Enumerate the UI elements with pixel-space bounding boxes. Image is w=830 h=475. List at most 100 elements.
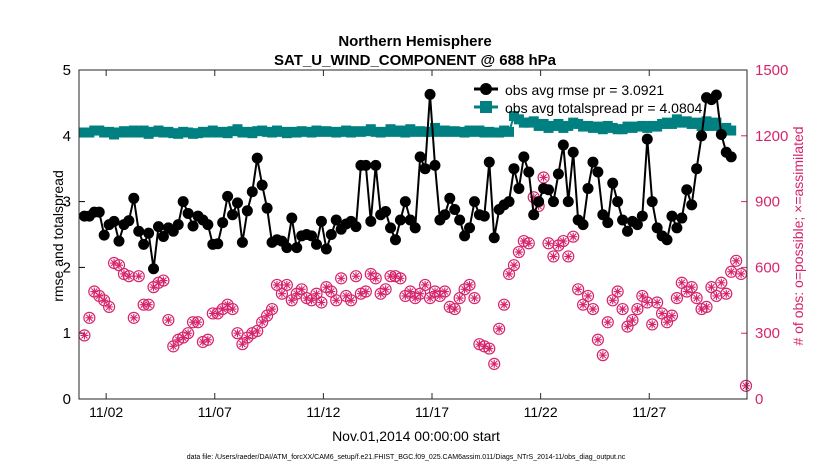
obs-possible-point xyxy=(685,281,698,294)
obs-assimilated-marker xyxy=(100,296,109,305)
obs-assimilated-marker xyxy=(435,291,444,300)
obs-assimilated-marker xyxy=(569,232,578,241)
obs-possible-marker xyxy=(542,237,555,250)
legend-rmse-label: obs avg rmse pr = 3.0921 xyxy=(505,82,664,98)
obs-assimilated-marker xyxy=(292,289,301,298)
obs-possible-point xyxy=(83,311,96,324)
obs-assimilated-marker xyxy=(381,285,390,294)
rmse-point xyxy=(622,225,634,237)
obs-possible-marker xyxy=(497,298,511,311)
obs-assimilated-marker xyxy=(682,287,691,296)
obs-possible-point xyxy=(265,302,279,316)
obs-assimilated-marker xyxy=(233,329,242,338)
obs-assimilated-marker xyxy=(317,298,326,307)
obs-possible-point xyxy=(739,379,753,392)
rmse-point xyxy=(676,212,688,224)
obs-assimilated-marker xyxy=(638,291,647,300)
obs-possible-marker xyxy=(369,272,382,285)
y-tick-label: 5 xyxy=(63,62,71,79)
obs-assimilated-marker xyxy=(307,296,316,305)
rmse-point xyxy=(128,192,140,204)
rmse-point xyxy=(143,227,155,239)
rmse-point xyxy=(503,196,515,208)
obs-assimilated-marker xyxy=(282,280,291,289)
obs-assimilated-marker xyxy=(164,316,173,325)
chart-subtitle: SAT_U_WIND_COMPONENT @ 688 hPa xyxy=(274,52,557,69)
obs-assimilated-marker xyxy=(347,296,356,305)
obs-possible-marker xyxy=(601,316,614,329)
obs-assimilated-marker xyxy=(179,333,188,342)
obs-possible-point xyxy=(665,309,679,322)
obs-possible-point xyxy=(418,278,432,292)
obs-assimilated-marker xyxy=(712,291,721,300)
obs-assimilated-marker xyxy=(677,278,686,287)
obs-possible-point xyxy=(730,254,743,267)
obs-assimilated-marker xyxy=(134,272,143,281)
obs-possible-marker xyxy=(122,270,135,283)
rmse-point xyxy=(389,234,401,246)
obs-assimilated-marker xyxy=(544,239,553,248)
obs-possible-point xyxy=(626,313,639,327)
rmse-point xyxy=(315,215,327,227)
rmse-point xyxy=(330,214,342,226)
obs-possible-point xyxy=(616,302,629,316)
obs-possible-marker xyxy=(611,285,624,298)
rmse-point xyxy=(602,217,614,229)
y-tick-label: 1 xyxy=(63,325,71,342)
obs-assimilated-marker xyxy=(430,287,439,296)
rmse-point xyxy=(394,214,406,226)
obs-possible-point xyxy=(349,270,363,283)
rmse-point xyxy=(202,219,214,231)
obs-possible-point xyxy=(122,270,135,283)
obs-possible-marker xyxy=(127,311,140,324)
rmse-point xyxy=(231,197,243,209)
rmse-point xyxy=(360,159,372,171)
x-axis: 11/02 11/07 11/12 11/17 11/22 11/27 xyxy=(89,70,666,420)
obs-possible-marker xyxy=(483,342,496,355)
obs-assimilated-marker xyxy=(406,287,415,296)
obs-assimilated-marker xyxy=(653,298,662,307)
rmse-point xyxy=(543,184,555,196)
rmse-point xyxy=(113,235,125,247)
obs-possible-marker xyxy=(690,292,703,305)
obs-possible-marker xyxy=(591,333,604,346)
obs-possible-marker xyxy=(572,283,585,296)
obs-possible-marker xyxy=(103,300,116,313)
obs-possible-point xyxy=(103,300,116,313)
rmse-point xyxy=(306,230,318,242)
obs-possible-marker xyxy=(463,278,476,292)
obs-possible-point xyxy=(734,267,748,281)
obs-assimilated-marker xyxy=(223,300,232,309)
y2-tick-label: 900 xyxy=(755,194,780,211)
obs-possible-marker xyxy=(567,230,580,243)
obs-assimilated-marker xyxy=(663,318,672,327)
obs-possible-marker xyxy=(132,270,145,283)
obs-possible-point xyxy=(537,171,550,184)
obs-assimilated-marker xyxy=(495,324,504,333)
y2-tick-label: 600 xyxy=(755,259,780,276)
y-tick-label: 3 xyxy=(63,194,71,211)
obs-possible-marker xyxy=(226,302,239,316)
obs-possible-marker xyxy=(557,234,570,248)
rmse-point xyxy=(172,219,184,231)
obs-assimilated-marker xyxy=(549,252,558,261)
obs-assimilated-marker xyxy=(129,313,138,322)
obs-possible-marker xyxy=(344,294,358,307)
rmse-point xyxy=(246,186,258,198)
obs-possible-marker xyxy=(265,302,279,316)
rmse-point xyxy=(217,217,229,229)
obs-possible-marker xyxy=(739,379,753,392)
rmse-point xyxy=(528,209,540,221)
obs-possible-marker xyxy=(700,300,713,313)
obs-assimilated-marker xyxy=(529,193,538,202)
obs-assimilated-marker xyxy=(564,252,573,261)
obs-possible-marker xyxy=(394,272,407,285)
rmse-point xyxy=(404,214,416,226)
obs-assimilated-marker xyxy=(598,351,607,360)
obs-assimilated-marker xyxy=(332,296,341,305)
totalspread-point xyxy=(726,125,737,136)
obs-possible-marker xyxy=(685,281,698,294)
obs-possible-point xyxy=(162,313,175,327)
obs-assimilated-marker xyxy=(272,280,281,289)
